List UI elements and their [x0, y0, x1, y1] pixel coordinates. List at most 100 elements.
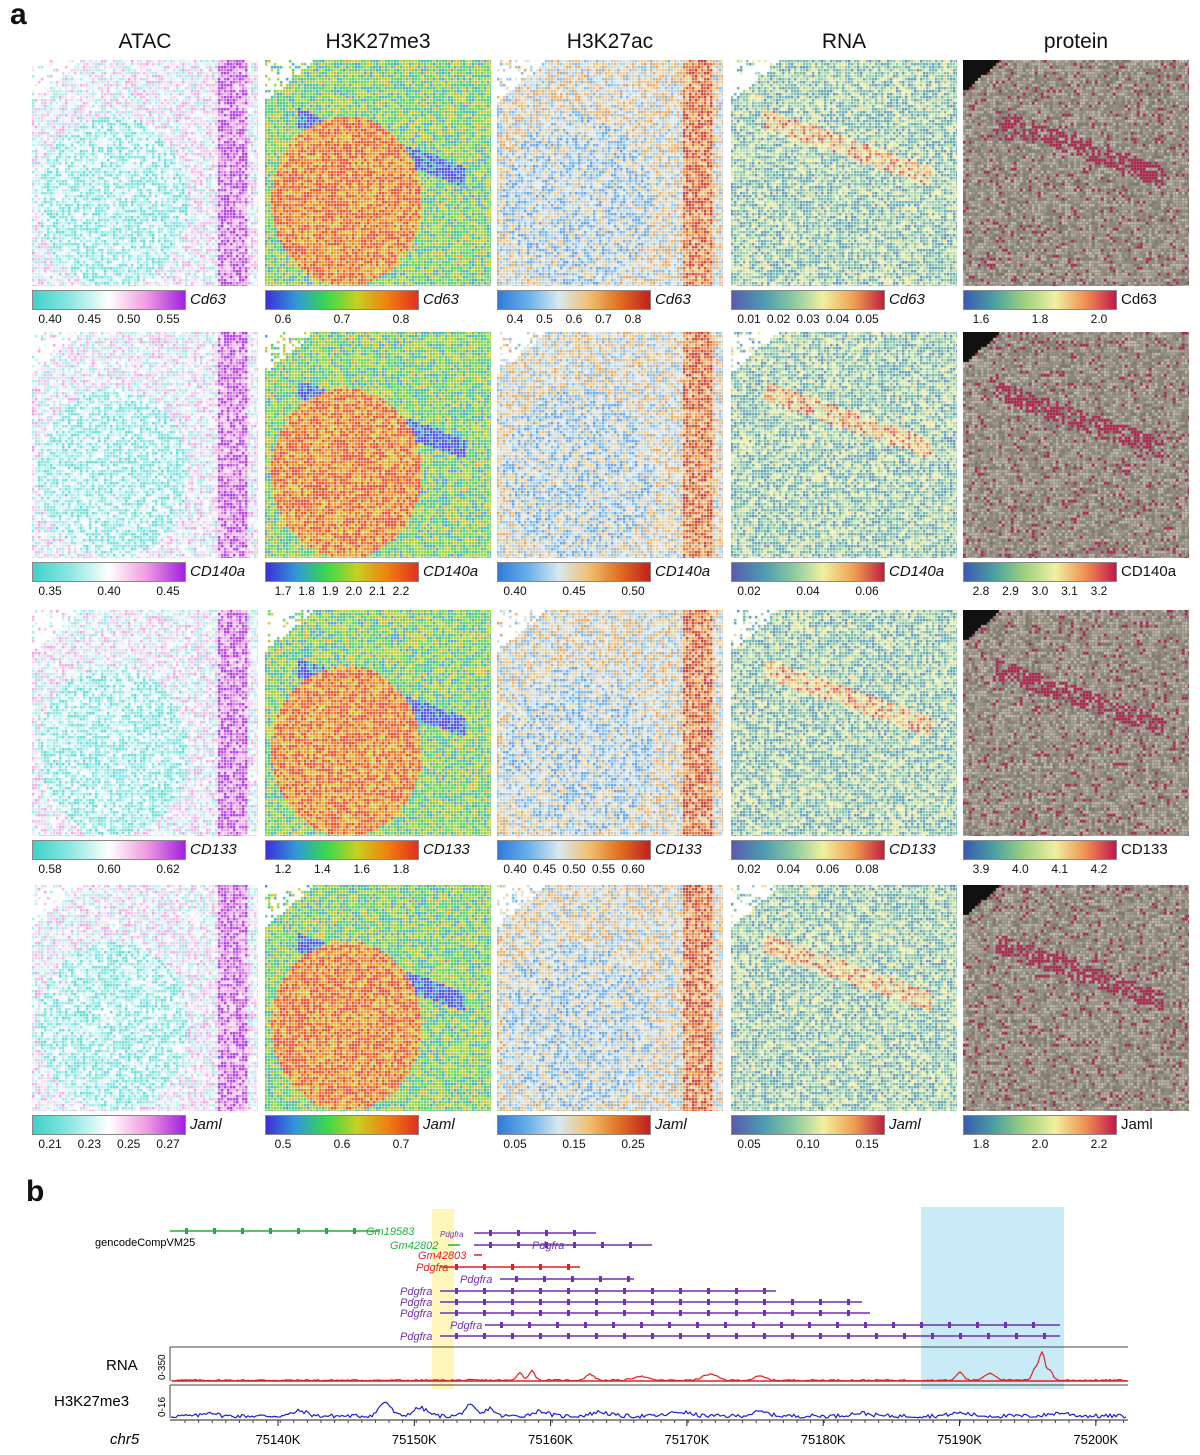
exon — [539, 1288, 542, 1294]
column-title-h3k27me3: H3K27me3 — [325, 30, 431, 53]
colorbar-tick-label: 2.0 — [1090, 312, 1108, 326]
colorbar-tick-label: 0.03 — [796, 312, 820, 326]
colorbar-tick-label: 1.8 — [298, 584, 315, 598]
colorbar-tick-label: 0.15 — [562, 1137, 586, 1151]
exon — [584, 1322, 587, 1328]
colorbar-rna-cd133: CD133 0.02 0.04 0.06 0.08 — [731, 840, 957, 876]
exon — [595, 1333, 598, 1339]
colorbar-gradient — [32, 840, 186, 860]
colorbar-rna-cd140a: CD140a 0.02 0.04 0.06 — [731, 562, 957, 598]
colorbar-ticks: 1.6 1.8 2.0 — [963, 312, 1117, 326]
colorbar-gradient — [963, 1115, 1117, 1135]
exon — [511, 1333, 514, 1339]
axis-tick-label: 75200K — [1073, 1432, 1118, 1447]
colorbar-ticks: 0.35 0.40 0.45 — [32, 584, 186, 598]
exon — [707, 1299, 710, 1305]
colorbar-tick-label: 1.6 — [353, 862, 370, 876]
colorbar-gradient — [731, 1115, 885, 1135]
exon — [892, 1322, 895, 1328]
gene-name-label: Pdgfra — [400, 1331, 432, 1343]
exon — [627, 1276, 630, 1282]
exon — [1004, 1322, 1007, 1328]
exon — [920, 1322, 923, 1328]
exon — [455, 1264, 458, 1270]
column-title-h3k27ac: H3K27ac — [566, 30, 654, 53]
colorbar-tick-label: 4.2 — [1090, 862, 1108, 876]
panel-a-label: a — [10, 0, 27, 31]
exon — [539, 1333, 542, 1339]
colorbar-gradient — [963, 840, 1117, 860]
colorbar-tick-label: 0.5 — [536, 312, 553, 326]
exon — [679, 1310, 682, 1316]
colorbar-tick-label: 0.40 — [503, 584, 527, 598]
h3k27me3-signal — [171, 1401, 1127, 1420]
colorbar-h3k27me3-jaml: Jaml 0.5 0.6 0.7 — [265, 1115, 491, 1151]
exon — [573, 1230, 576, 1236]
colorbar-rna-cd63: Cd63 0.01 0.02 0.03 0.04 0.05 — [731, 290, 957, 326]
exon — [752, 1322, 755, 1328]
exon — [612, 1322, 615, 1328]
exon — [948, 1322, 951, 1328]
exon — [623, 1288, 626, 1294]
gene-name-label: Gm42803 — [418, 1250, 467, 1262]
exon — [623, 1333, 626, 1339]
exon — [623, 1299, 626, 1305]
colorbar-tick-label: 0.10 — [796, 1137, 820, 1151]
exon — [567, 1333, 570, 1339]
colorbar-tick-label: 2.2 — [392, 584, 410, 598]
exon — [903, 1333, 906, 1339]
heatmap-rna-cd63 — [731, 60, 957, 286]
colorbar-ticks: 0.40 0.45 0.50 0.55 0.60 — [497, 862, 651, 876]
colorbar-tick-label: 0.40 — [38, 312, 62, 326]
exon — [640, 1322, 643, 1328]
colorbar-h3k27ac-cd140a: CD140a 0.40 0.45 0.50 — [497, 562, 723, 598]
colorbar-protein-jaml: Jaml 1.8 2.0 2.2 — [963, 1115, 1189, 1151]
exon — [696, 1322, 699, 1328]
exon — [517, 1230, 520, 1236]
colorbar-tick-label: 2.1 — [369, 584, 386, 598]
annotation-label: gencodeCompVM25 — [95, 1237, 195, 1249]
heatmap-h3k27me3-cd63 — [265, 60, 491, 286]
colorbar-tick-label: 3.1 — [1061, 584, 1078, 598]
colorbar-atac-cd140a: CD140a 0.35 0.40 0.45 — [32, 562, 258, 598]
colorbar-tick-label: 0.7 — [333, 312, 351, 326]
colorbar-gradient — [32, 1115, 186, 1135]
heatmap-h3k27me3-cd140a — [265, 332, 491, 558]
colorbar-tick-label: 1.2 — [274, 862, 292, 876]
colorbar-tick-label: 0.25 — [116, 1137, 141, 1151]
exon — [489, 1242, 492, 1248]
heatmap-atac-cd140a — [32, 332, 258, 558]
heatmap-rna-cd140a — [731, 332, 957, 558]
colorbar-tick-label: 0.15 — [855, 1137, 879, 1151]
heatmap-protein-jaml — [963, 885, 1189, 1111]
colorbar-gene-label: CD140a — [1121, 563, 1177, 580]
colorbar-tick-label: 0.04 — [825, 312, 850, 326]
exon — [791, 1333, 794, 1339]
exon — [651, 1310, 654, 1316]
colorbar-tick-label: 0.25 — [621, 1137, 645, 1151]
exon — [763, 1299, 766, 1305]
colorbar-tick-label: 1.8 — [972, 1137, 990, 1151]
exon — [185, 1228, 188, 1234]
exon — [724, 1322, 727, 1328]
exon — [668, 1322, 671, 1328]
colorbar-gradient — [497, 562, 651, 582]
colorbar-gene-label: CD133 — [655, 841, 702, 858]
exon — [987, 1333, 990, 1339]
heatmap-protein-cd63 — [963, 60, 1189, 286]
colorbar-gene-label: CD133 — [423, 841, 470, 858]
gene-name-label: Gm19583 — [366, 1226, 415, 1238]
colorbar-tick-label: 3.9 — [972, 862, 990, 876]
colorbar-tick-label: 0.60 — [97, 862, 121, 876]
colorbar-tick-label: 0.05 — [737, 1137, 761, 1151]
axis-tick-label: 75150K — [392, 1432, 437, 1447]
rna-signal — [171, 1350, 1127, 1382]
gene-name-label: Pdgfra — [440, 1230, 464, 1239]
colorbar-tick-label: 0.21 — [38, 1137, 62, 1151]
colorbar-gradient — [32, 562, 186, 582]
exon — [545, 1242, 548, 1248]
exon — [707, 1288, 710, 1294]
colorbar-tick-label: 0.55 — [591, 862, 616, 876]
exon — [213, 1228, 216, 1234]
